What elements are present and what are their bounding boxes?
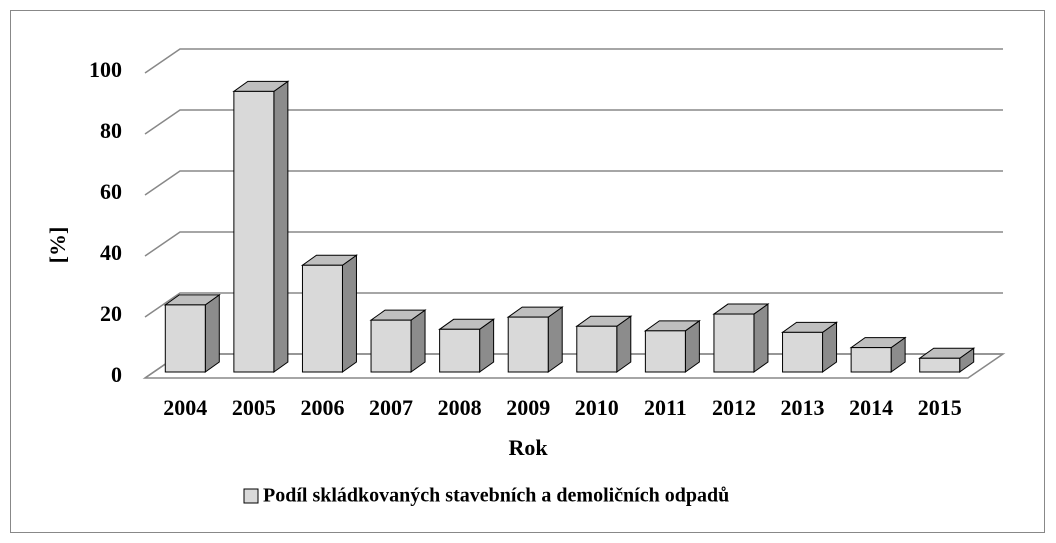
x-tick-label: 2008 bbox=[438, 395, 482, 420]
grid-line bbox=[144, 292, 1003, 318]
y-tick-label: 40 bbox=[100, 240, 122, 265]
bar bbox=[575, 315, 633, 373]
x-tick-label: 2011 bbox=[644, 395, 687, 420]
x-tick-label: 2012 bbox=[712, 395, 756, 420]
bar bbox=[506, 306, 564, 373]
bar-front bbox=[164, 304, 206, 373]
bar-side bbox=[547, 306, 563, 373]
bar-front bbox=[850, 347, 892, 373]
x-tick-label: 2005 bbox=[232, 395, 276, 420]
bar-front bbox=[782, 331, 824, 373]
bar-side bbox=[410, 309, 426, 373]
bar-front bbox=[439, 328, 481, 373]
grid-line bbox=[144, 48, 1003, 74]
bar bbox=[369, 309, 427, 373]
bar bbox=[163, 293, 221, 373]
bar bbox=[712, 303, 770, 373]
x-tick-label: 2006 bbox=[300, 395, 344, 420]
x-tick-label: 2007 bbox=[369, 395, 413, 420]
bar bbox=[438, 318, 496, 373]
bar-side bbox=[204, 293, 220, 373]
bar-front bbox=[644, 330, 686, 373]
x-tick-label: 2004 bbox=[163, 395, 207, 420]
bar-front bbox=[576, 325, 618, 373]
grid-line bbox=[144, 170, 1003, 196]
y-axis-label: [%] bbox=[45, 227, 70, 264]
x-tick-label: 2009 bbox=[506, 395, 550, 420]
x-tick-label: 2015 bbox=[918, 395, 962, 420]
legend-swatch bbox=[243, 488, 259, 504]
y-tick-label: 60 bbox=[100, 179, 122, 204]
bar-front bbox=[919, 357, 961, 373]
bar-side bbox=[753, 303, 769, 373]
bar-front bbox=[507, 316, 549, 373]
grid-line bbox=[144, 109, 1003, 135]
y-tick-label: 100 bbox=[89, 57, 122, 82]
bar-front bbox=[233, 90, 275, 373]
bar bbox=[643, 319, 701, 373]
bar bbox=[232, 80, 290, 373]
chart-border bbox=[10, 10, 1045, 533]
x-axis-label: Rok bbox=[508, 435, 548, 460]
y-tick-label: 20 bbox=[100, 301, 122, 326]
bar bbox=[780, 321, 839, 373]
bar bbox=[300, 254, 359, 373]
bar bbox=[849, 336, 907, 373]
bar-front bbox=[713, 313, 755, 373]
legend-label: Podíl skládkovaných stavebních a demolič… bbox=[263, 485, 729, 507]
bar-front bbox=[370, 319, 412, 373]
y-tick-label: 80 bbox=[100, 118, 122, 143]
y-tick-label: 0 bbox=[111, 362, 122, 387]
bar bbox=[918, 347, 976, 373]
x-tick-label: 2014 bbox=[849, 395, 893, 420]
x-tick-label: 2013 bbox=[781, 395, 825, 420]
bar-side bbox=[273, 80, 289, 373]
bar-side bbox=[341, 254, 357, 373]
grid-line bbox=[144, 231, 1003, 257]
x-tick-label: 2010 bbox=[575, 395, 619, 420]
bar-front bbox=[301, 264, 343, 373]
